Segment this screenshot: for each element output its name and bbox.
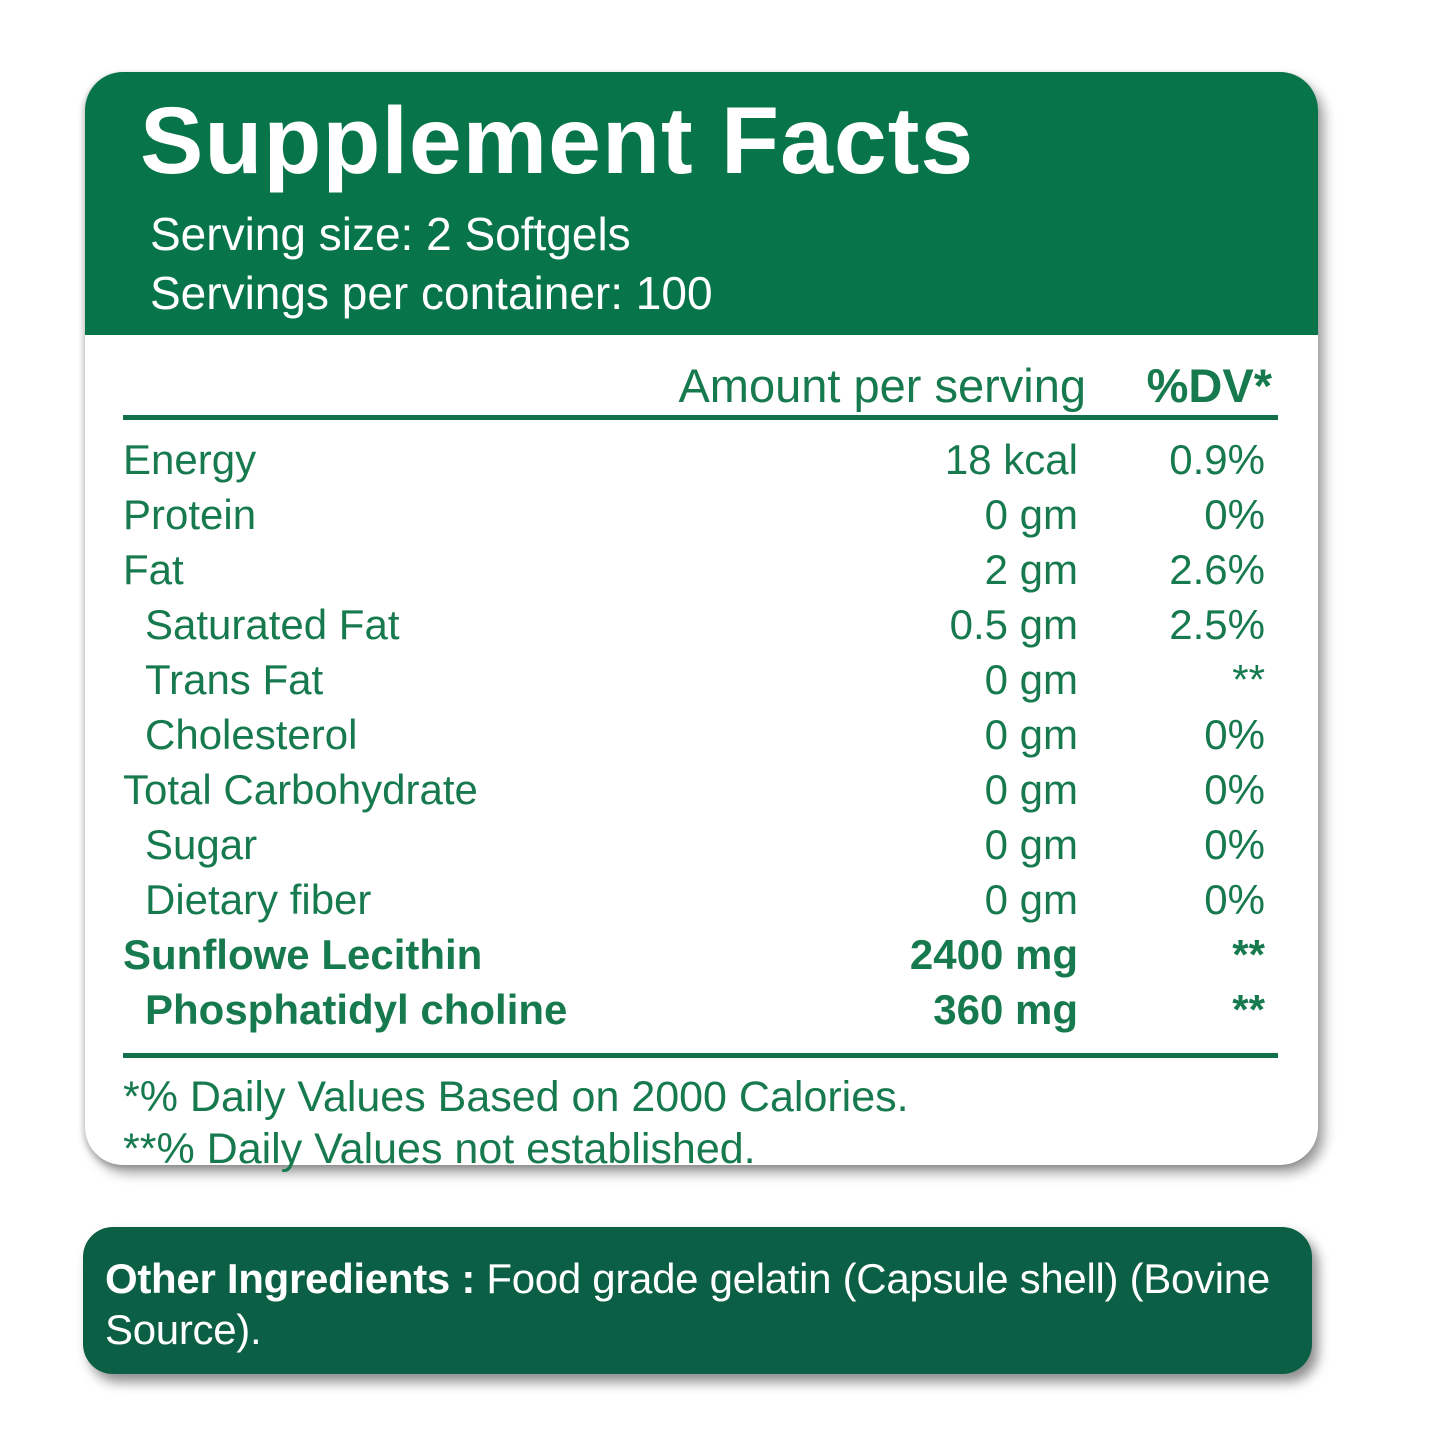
row-nutrient-name: Total Carbohydrate	[123, 765, 478, 813]
row-nutrient-name: Saturated Fat	[145, 600, 400, 648]
row-amount-value: 0 gm	[984, 710, 1078, 758]
facts-table-body: Energy 18 kcal 0.9% Protein 0 gm 0% Fat 2 gm 2.6…	[123, 432, 1265, 1037]
footnote-not-established: **% Daily Values not established.	[123, 1125, 756, 1174]
row-nutrient-name: Protein	[123, 490, 257, 538]
other-ingredients-box: Other Ingredients : Food grade gelatin (…	[83, 1227, 1312, 1374]
table-row: Sunflowe Lecithin 2400 mg **	[123, 927, 1265, 982]
row-dv-value: 0%	[1204, 765, 1265, 813]
column-header-dv: %DV*	[1146, 359, 1272, 412]
footnotes: *% Daily Values Based on 2000 Calories. …	[123, 1071, 1278, 1176]
row-dv-value: 0%	[1204, 820, 1265, 868]
row-amount-value: 18 kcal	[944, 435, 1078, 483]
row-amount-value: 0 gm	[984, 765, 1078, 813]
other-ingredients-label: Other Ingredients :	[105, 1255, 476, 1302]
facts-card: Supplement Facts Serving size: 2 Softgel…	[85, 72, 1318, 1173]
row-dv-value: 0%	[1204, 875, 1265, 923]
table-row: Sugar 0 gm 0%	[123, 817, 1265, 872]
row-nutrient-name: Trans Fat	[145, 655, 324, 703]
row-amount-value: 0 gm	[984, 820, 1078, 868]
serving-size-text: Serving size: 2 Softgels	[150, 208, 631, 260]
row-dv-value: 0%	[1204, 710, 1265, 758]
table-row: Cholesterol 0 gm 0%	[123, 707, 1265, 762]
row-amount-value: 2400 mg	[909, 930, 1078, 978]
servings-per-container-text: Servings per container: 100	[150, 266, 713, 319]
row-nutrient-name: Energy	[123, 435, 257, 483]
table-row: Trans Fat 0 gm **	[123, 652, 1265, 707]
page-title: Supplement Facts	[140, 88, 975, 194]
row-amount-value: 0.5 gm	[949, 600, 1078, 648]
table-row: Energy 18 kcal 0.9%	[123, 432, 1265, 487]
row-amount-value: 0 gm	[984, 490, 1078, 538]
row-nutrient-name: Sunflowe Lecithin	[123, 930, 483, 978]
table-row: Phosphatidyl choline 360 mg **	[123, 982, 1265, 1037]
table-row: Fat 2 gm 2.6%	[123, 542, 1265, 597]
row-amount-value: 0 gm	[984, 655, 1078, 703]
divider-bottom	[123, 1053, 1278, 1058]
row-amount-value: 2 gm	[984, 545, 1078, 593]
row-nutrient-name: Fat	[123, 545, 184, 593]
row-nutrient-name: Dietary fiber	[145, 875, 372, 923]
row-dv-value: **	[1232, 930, 1265, 978]
row-dv-value: **	[1232, 655, 1265, 703]
row-dv-value: 2.6%	[1169, 545, 1265, 593]
row-dv-value: 0%	[1204, 490, 1265, 538]
footnote-daily-values: *% Daily Values Based on 2000 Calories.	[123, 1073, 909, 1121]
row-dv-value: 2.5%	[1169, 600, 1265, 648]
table-row: Total Carbohydrate 0 gm 0%	[123, 762, 1265, 817]
row-amount-value: 0 gm	[984, 875, 1078, 923]
table-row: Dietary fiber 0 gm 0%	[123, 872, 1265, 927]
other-ingredients-text: Food grade gelatin (Capsule shell) (Bovi…	[105, 1255, 1270, 1354]
row-dv-value: 0.9%	[1169, 435, 1265, 483]
column-header-amount: Amount per serving	[678, 359, 1086, 412]
table-row: Saturated Fat 0.5 gm 2.5%	[123, 597, 1265, 652]
row-nutrient-name: Cholesterol	[145, 710, 358, 758]
row-nutrient-name: Phosphatidyl choline	[145, 985, 568, 1033]
row-nutrient-name: Sugar	[145, 820, 258, 868]
row-dv-value: **	[1232, 985, 1265, 1033]
facts-header: Supplement Facts Serving size: 2 Softgel…	[85, 72, 1318, 335]
divider-top	[123, 415, 1278, 420]
row-amount-value: 360 mg	[933, 985, 1078, 1033]
table-row: Protein 0 gm 0%	[123, 487, 1265, 542]
